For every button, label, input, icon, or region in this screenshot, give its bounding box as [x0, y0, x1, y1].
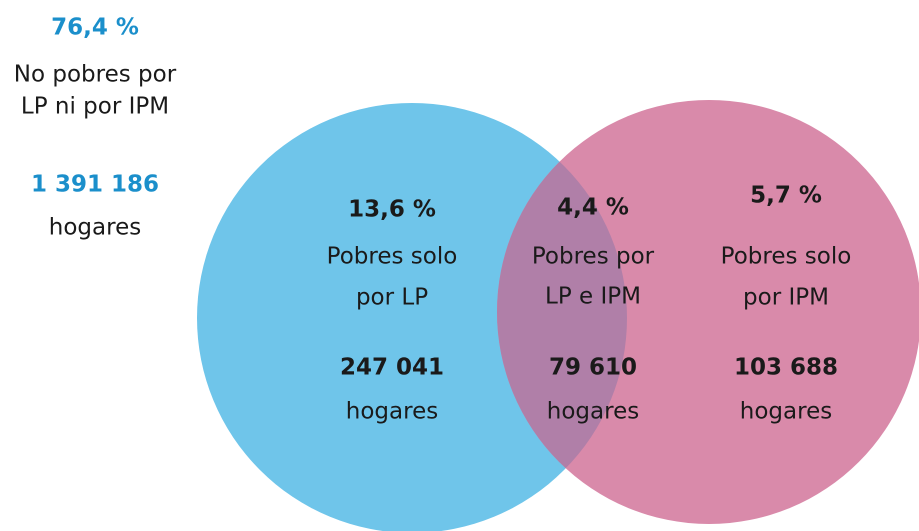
region-label: Pobres por [532, 244, 655, 270]
outside-unit: hogares [49, 215, 141, 241]
region-label: Pobres solo [327, 244, 458, 270]
region-unit: hogares [346, 399, 438, 425]
region-percent: 5,7 % [750, 183, 822, 209]
region-unit: hogares [547, 399, 639, 425]
region-label: LP e IPM [545, 284, 641, 310]
outside-label: LP ni por IPM [21, 94, 169, 120]
region-count: 79 610 [549, 355, 637, 381]
circle-lp [197, 103, 627, 531]
outside-percent: 76,4 % [51, 15, 139, 41]
region-percent: 4,4 % [557, 195, 629, 221]
region-count: 103 688 [734, 355, 838, 381]
region-percent: 13,6 % [348, 197, 436, 223]
region-unit: hogares [740, 399, 832, 425]
outside-label: No pobres por [14, 62, 177, 88]
circle-ipm [497, 100, 919, 524]
region-count: 247 041 [340, 355, 444, 381]
region-label: Pobres solo [721, 244, 852, 270]
outside-count: 1 391 186 [31, 172, 159, 198]
region-label: por LP [356, 285, 428, 311]
region-label: por IPM [743, 285, 829, 311]
